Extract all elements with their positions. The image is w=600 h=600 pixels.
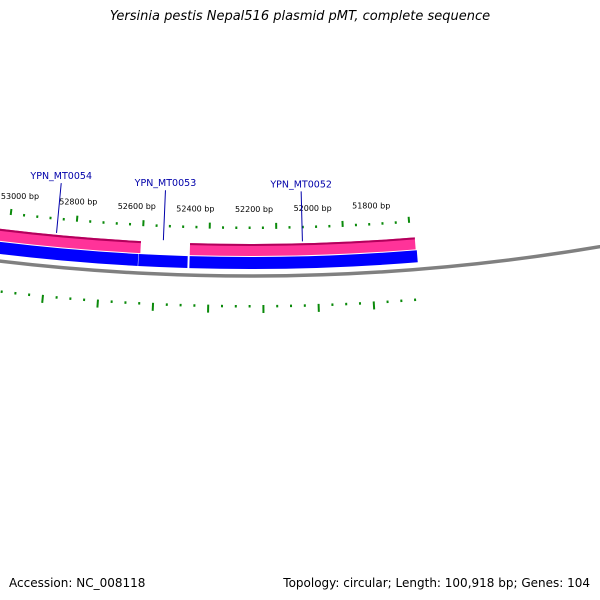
accession-text: Accession: NC_008118 <box>9 576 146 590</box>
ruler-label: 52400 bp <box>176 204 214 213</box>
ruler-label: 52000 bp <box>294 204 332 213</box>
sequence-summary: Topology: circular; Length: 100,918 bp; … <box>283 576 590 590</box>
gene-arc-edge-YPN_MT0054 <box>0 228 141 244</box>
gene-arc-edge-YPN_MT0052 <box>190 237 415 246</box>
gene-label: YPN_MT0052 <box>269 179 332 190</box>
backbone-circle <box>0 244 600 278</box>
ruler-label: 52800 bp <box>59 198 97 207</box>
reverse-arrowhead-1 <box>183 255 187 268</box>
ruler-label: 52600 bp <box>118 202 156 211</box>
gc-skew-layer <box>0 208 417 313</box>
gene-arc-YPN_MT0052 <box>189 237 416 256</box>
ruler-label: 51800 bp <box>352 201 390 210</box>
gene-label-layer: YPN_MT0054 YPN_MT0053 YPN_MT0052 <box>29 171 332 242</box>
reverse-arrowhead-2 <box>412 250 417 263</box>
reverse-arc-2 <box>189 250 418 269</box>
map-title: Yersinia pestis Nepal516 plasmid pMT, co… <box>109 9 491 24</box>
gene-leader-line <box>162 190 166 241</box>
gc-skew-tick <box>41 294 44 303</box>
gene-leader-line <box>56 183 62 233</box>
gene-label: YPN_MT0053 <box>134 178 197 189</box>
reverse-arc-0 <box>0 241 139 266</box>
reverse-arc-1 <box>138 254 188 269</box>
gc-skew-tick <box>96 299 99 308</box>
gene-arc-YPN_MT0054 <box>0 228 141 254</box>
feature-layer <box>0 228 418 269</box>
gc-tick <box>9 208 13 216</box>
ruler-label: 52200 bp <box>235 205 273 214</box>
backbone-layer <box>0 244 600 278</box>
reverse-arrowhead-0 <box>133 253 137 266</box>
gene-leader-line <box>300 191 303 242</box>
ruler-label: 53000 bp <box>1 192 39 201</box>
gene-label: YPN_MT0054 <box>29 171 92 182</box>
gc-tick <box>75 215 79 222</box>
ruler-layer: 53000 bp 52800 bp 52600 bp 52400 bp 52200 bp… <box>1 192 390 214</box>
